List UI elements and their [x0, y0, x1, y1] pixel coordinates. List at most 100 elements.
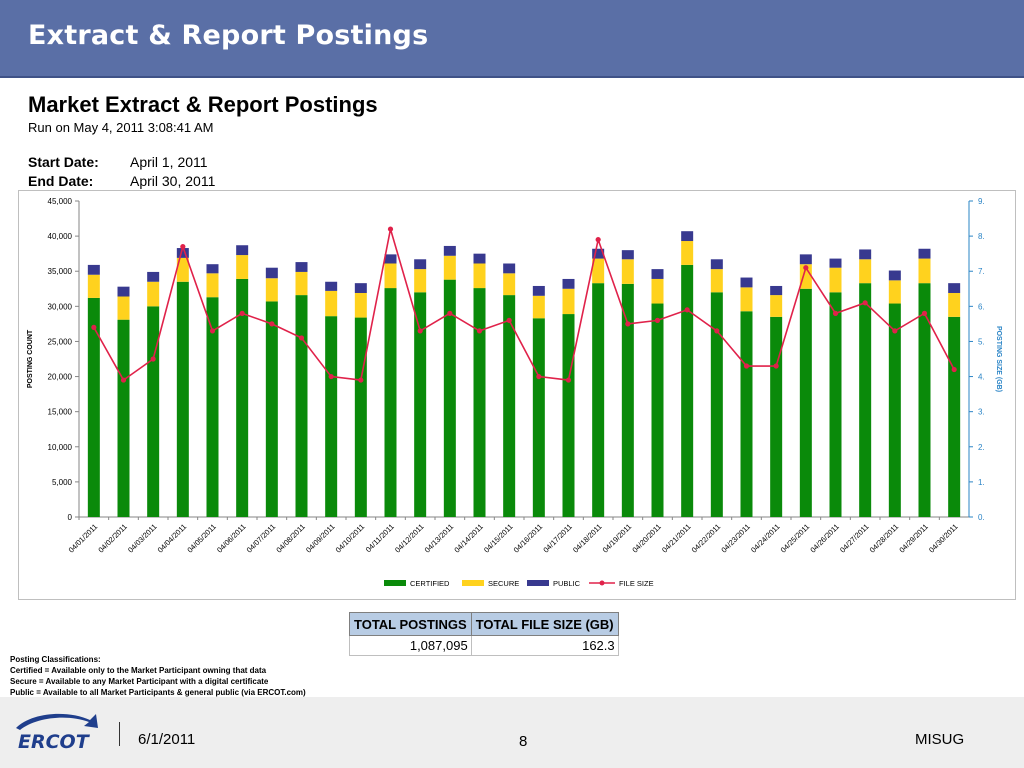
bar-certified [770, 316, 783, 517]
x-tick-label: 04/24/2011 [749, 522, 782, 555]
bar-public [87, 264, 100, 275]
bar-public [236, 245, 249, 256]
bar-certified [592, 283, 605, 517]
file-size-point [595, 237, 601, 243]
file-size-point [892, 328, 898, 334]
end-date-value: April 30, 2011 [130, 173, 216, 189]
bar-public [888, 270, 901, 281]
bar-certified [87, 297, 100, 517]
bar-public [592, 248, 605, 259]
y-tick-label: 35,000 [48, 267, 73, 276]
note-public: Public = Available to all Market Partici… [10, 688, 306, 697]
bar-certified [147, 306, 160, 517]
file-size-point [328, 373, 334, 380]
bar-certified [265, 301, 278, 517]
total-postings-value: 1,087,095 [349, 635, 472, 656]
postings-chart: 0 5,000 10,000 15,000 20,000 25,000 30,000 35,0… [18, 190, 1016, 600]
bar-secure [443, 255, 456, 280]
y-tick-label: 5,000 [52, 478, 73, 487]
title-band-divider [0, 76, 1024, 78]
y2-tick-label: 2. [978, 443, 985, 452]
y-tick-label: 25,000 [48, 337, 73, 346]
file-size-point [91, 324, 97, 330]
slide-title: Extract & Report Postings [28, 20, 429, 51]
file-size-point [951, 366, 957, 373]
x-tick-label: 04/15/2011 [482, 522, 515, 555]
bar-certified [325, 316, 338, 517]
page-number: 8 [519, 733, 528, 750]
notes-heading: Posting Classifications: [10, 655, 101, 664]
bar-secure [503, 273, 516, 296]
bar-public [710, 259, 723, 270]
total-file-size-header: TOTAL FILE SIZE (GB) [470, 612, 619, 636]
total-postings-header: TOTAL POSTINGS [349, 612, 472, 636]
x-tick-label: 04/13/2011 [423, 522, 456, 555]
file-size-point [209, 328, 216, 334]
legend-file-size-marker [599, 580, 605, 586]
file-size-point [921, 310, 928, 316]
y-tick-label: 15,000 [48, 408, 73, 417]
bar-secure [681, 241, 694, 265]
x-tick-label: 04/21/2011 [660, 522, 693, 555]
file-size-point [832, 310, 839, 316]
x-tick-label: 04/10/2011 [334, 522, 367, 555]
x-tick-label: 04/11/2011 [364, 522, 396, 554]
y2-tick-label: 0. [978, 513, 985, 522]
legend-certified-label: CERTIFIED [410, 579, 450, 588]
file-size-point [269, 321, 275, 327]
x-tick-label: 04/19/2011 [601, 522, 634, 555]
total-file-size-value: 162.3 [470, 635, 619, 656]
svg-text:ERCOT: ERCOT [18, 731, 91, 753]
file-size-point [714, 328, 720, 334]
bar-public [414, 259, 427, 270]
y2-tick-label: 8. [978, 232, 985, 241]
y2-tick-label: 1. [978, 478, 985, 487]
y-tick-label: 45,000 [48, 197, 73, 206]
bar-secure [592, 258, 605, 284]
bar-public [176, 248, 189, 258]
bar-public [473, 253, 486, 264]
bar-secure [651, 278, 664, 304]
report-title: Market Extract & Report Postings [28, 92, 378, 117]
start-date-row: Start Date: April 1, 2011 [28, 154, 208, 170]
bar-public [503, 263, 516, 274]
posting-classifications: Posting Classifications: Certified = Ava… [10, 654, 306, 698]
run-timestamp: Run on May 4, 2011 3:08:41 AM [28, 120, 214, 135]
bar-certified [532, 318, 545, 517]
title-band [0, 0, 1024, 76]
bar-certified [740, 311, 753, 517]
y-tick-label: 0 [68, 513, 73, 522]
start-date-value: April 1, 2011 [130, 154, 208, 170]
x-tick-label: 04/06/2011 [215, 522, 248, 555]
file-size-point [447, 310, 453, 316]
y2-tick-label: 4. [978, 373, 985, 382]
legend-secure-swatch [462, 580, 484, 586]
x-tick-label: 04/04/2011 [156, 522, 189, 555]
bar-secure [354, 292, 367, 318]
y-tick-label: 20,000 [48, 373, 73, 382]
bar-public [621, 250, 634, 260]
x-tick-label: 04/08/2011 [274, 522, 307, 555]
note-secure: Secure = Available to any Market Partici… [10, 677, 269, 686]
x-tick-label: 04/07/2011 [245, 522, 278, 555]
y2-tick-label: 7. [978, 267, 985, 276]
x-tick-label: 04/30/2011 [927, 522, 960, 555]
x-tick-label: 04/12/2011 [393, 522, 426, 555]
x-tick-label: 04/25/2011 [779, 522, 812, 555]
x-tick-label: 04/01/2011 [67, 522, 100, 555]
bar-certified [918, 283, 931, 517]
bar-certified [829, 292, 842, 517]
y2-tick-label: 5. [978, 337, 985, 346]
bar-certified [888, 303, 901, 517]
bar-secure [295, 271, 308, 296]
bar-certified [176, 281, 189, 517]
file-size-point [536, 373, 542, 380]
bar-public [325, 281, 338, 291]
end-date-row: End Date: April 30, 2011 [28, 173, 215, 189]
bar-secure [147, 281, 160, 307]
x-tick-label: 04/23/2011 [719, 522, 752, 555]
x-tick-label: 04/26/2011 [808, 522, 841, 555]
x-tick-label: 04/20/2011 [630, 522, 663, 555]
file-size-point [150, 356, 156, 362]
bar-secure [740, 287, 753, 312]
